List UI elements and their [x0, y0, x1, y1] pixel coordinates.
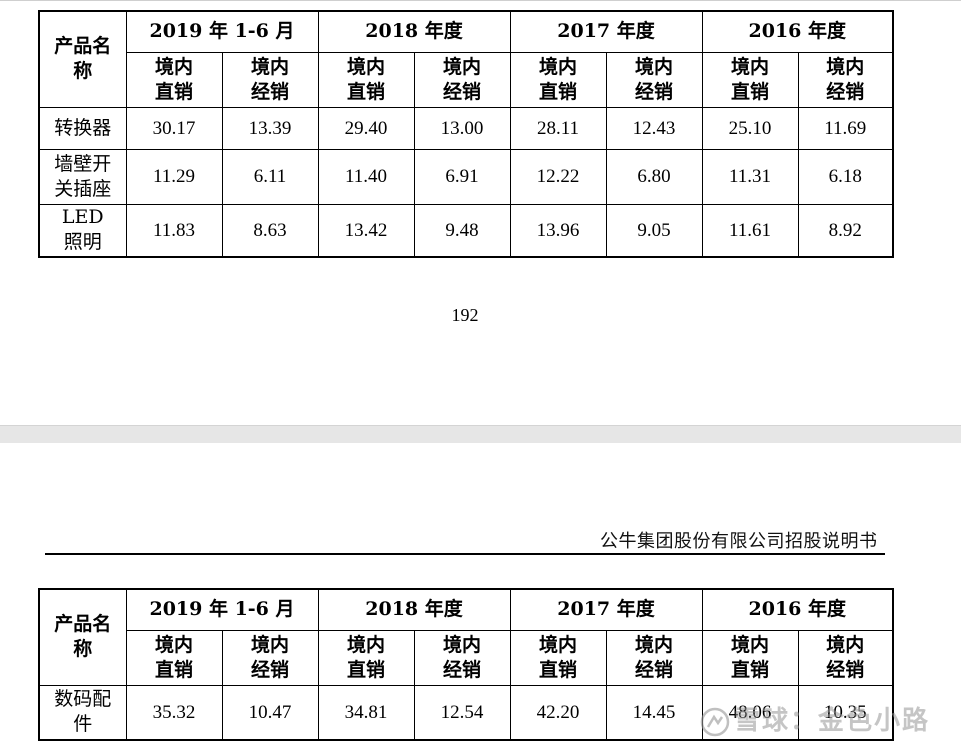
period-header: 2016 年度 [701, 10, 894, 53]
value-cell: 13.96 [509, 203, 607, 258]
table-row: 墙壁开关插座 11.29 6.11 11.40 6.91 12.22 6.80 … [38, 148, 894, 205]
snowball-logo-icon [700, 707, 730, 736]
document-running-header: 公牛集团股份有限公司招股说明书 [600, 531, 878, 552]
table-row: 转换器 30.17 13.39 29.40 13.00 28.11 12.43 … [38, 106, 894, 150]
period-header: 2018 年度 [317, 588, 511, 631]
value-cell: 6.18 [797, 148, 894, 205]
value-cell: 10.35 [797, 684, 894, 741]
value-cell: 9.48 [413, 203, 511, 258]
value-cell: 28.11 [509, 106, 607, 150]
watermark: 雪球：金色小路 [700, 700, 930, 737]
product-name-header: 产品名称 [38, 10, 127, 108]
value-cell: 12.54 [413, 684, 511, 741]
period-header: 2019 年 1-6 月 [125, 10, 319, 53]
sub-header-direct: 境内直销 [125, 629, 223, 686]
value-cell: 13.39 [221, 106, 319, 150]
value-cell: 11.29 [125, 148, 223, 205]
value-cell: 11.83 [125, 203, 223, 258]
sub-header-direct: 境内直销 [125, 51, 223, 108]
table-row: LED照明 11.83 8.63 13.42 9.48 13.96 9.05 1… [38, 203, 894, 258]
value-cell: 14.45 [605, 684, 703, 741]
value-cell: 13.00 [413, 106, 511, 150]
product-name-cell: 墙壁开关插座 [38, 148, 127, 205]
sub-header-direct: 境内直销 [509, 51, 607, 108]
period-header: 2017 年度 [509, 588, 703, 631]
value-cell: 42.20 [509, 684, 607, 741]
sub-header-direct: 境内直销 [701, 629, 799, 686]
value-cell: 8.92 [797, 203, 894, 258]
value-cell: 6.80 [605, 148, 703, 205]
sub-header-direct: 境内直销 [317, 629, 415, 686]
value-cell: 11.40 [317, 148, 415, 205]
period-header: 2017 年度 [509, 10, 703, 53]
sub-header-direct: 境内直销 [317, 51, 415, 108]
product-name-header: 产品名称 [38, 588, 127, 686]
product-name-cell: LED照明 [38, 203, 127, 258]
value-cell: 10.47 [221, 684, 319, 741]
sub-header-direct: 境内直销 [509, 629, 607, 686]
sub-header-distribution: 境内经销 [413, 51, 511, 108]
page-separator [0, 425, 961, 444]
period-header: 2018 年度 [317, 10, 511, 53]
value-cell: 6.11 [221, 148, 319, 205]
sub-header-distribution: 境内经销 [221, 629, 319, 686]
value-cell: 6.91 [413, 148, 511, 205]
product-name-cell: 数码配件 [38, 684, 127, 741]
period-header: 2019 年 1-6 月 [125, 588, 319, 631]
sales-price-table-bottom: 产品名称 2019 年 1-6 月 2018 年度 2017 年度 2016 年… [38, 588, 894, 741]
value-cell: 29.40 [317, 106, 415, 150]
value-cell: 35.32 [125, 684, 223, 741]
value-cell: 25.10 [701, 106, 799, 150]
sub-header-distribution: 境内经销 [605, 51, 703, 108]
sub-header-distribution: 境内经销 [797, 51, 894, 108]
value-cell: 12.43 [605, 106, 703, 150]
document-page-top: 产品名称 2019 年 1-6 月 2018 年度 2017 年度 2016 年… [0, 0, 961, 325]
document-page-bottom: 公牛集团股份有限公司招股说明书 产品名称 2019 年 1-6 月 2018 年… [0, 443, 961, 750]
value-cell: 9.05 [605, 203, 703, 258]
page-edge-line [0, 0, 961, 1]
sub-header-distribution: 境内经销 [797, 629, 894, 686]
header-rule [45, 553, 885, 555]
page-number: 192 [451, 305, 479, 325]
sub-header-distribution: 境内经销 [221, 51, 319, 108]
sub-header-distribution: 境内经销 [413, 629, 511, 686]
value-cell: 11.61 [701, 203, 799, 258]
value-cell: 12.22 [509, 148, 607, 205]
value-cell: 11.69 [797, 106, 894, 150]
value-cell: 13.42 [317, 203, 415, 258]
value-cell: 8.63 [221, 203, 319, 258]
value-cell: 11.31 [701, 148, 799, 205]
period-header: 2016 年度 [701, 588, 894, 631]
sub-header-distribution: 境内经销 [605, 629, 703, 686]
product-name-cell: 转换器 [38, 106, 127, 150]
table-row: 数码配件 35.32 10.47 34.81 12.54 42.20 14.45… [38, 684, 894, 741]
value-cell: 30.17 [125, 106, 223, 150]
sub-header-direct: 境内直销 [701, 51, 799, 108]
value-cell: 34.81 [317, 684, 415, 741]
sales-price-table-top: 产品名称 2019 年 1-6 月 2018 年度 2017 年度 2016 年… [38, 10, 894, 258]
watermark-text: 雪球：金色小路 [734, 706, 931, 736]
